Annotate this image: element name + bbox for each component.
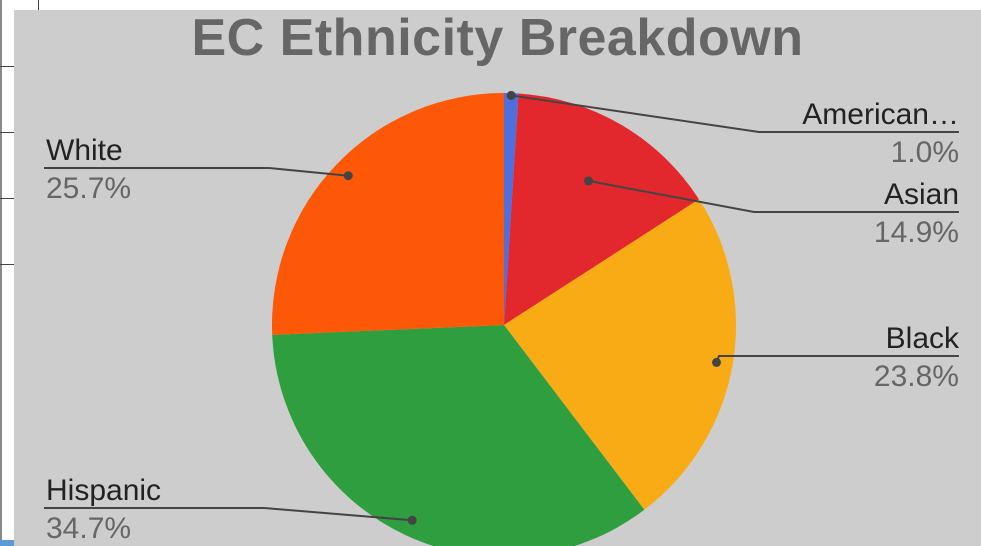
pie-slice-american [504,93,519,325]
frame-line-top [38,0,39,10]
pie-chart: American… 1.0% Asian 14.9% Black 23.8% Hispani… [44,90,960,546]
leader-line-white [44,167,349,177]
slice-label-hispanic: Hispanic [46,474,161,507]
leader-lines [44,90,959,525]
frame-line-4 [0,264,14,265]
leader-line-asian [588,179,959,213]
slice-label-american: American… [802,98,959,131]
frame-line-3 [0,198,14,199]
leader-line-american [511,94,959,133]
leader-line-hispanic [44,507,413,522]
frame-line-2 [0,132,14,133]
pie-slice-asian [504,93,699,326]
leader-dot-white [343,171,353,181]
slice-value-black: 23.8% [874,360,959,393]
slice-labels: American… 1.0% Asian 14.9% Black 23.8% Hispani… [46,98,960,545]
slice-value-asian: 14.9% [874,216,959,249]
slice-value-hispanic: 34.7% [46,512,131,545]
leader-dot-asian [584,176,593,186]
pie-slice-black [504,199,736,510]
chart-title: EC Ethnicity Breakdown [191,10,804,67]
pie-slice-white [272,93,504,335]
bottom-accent [0,540,14,546]
leader-dot-black [712,357,721,367]
frame-line-left [0,0,2,546]
pie-slice-hispanic [272,325,645,546]
slice-value-american: 1.0% [891,136,959,169]
pie-slices [272,93,736,546]
slice-value-white: 25.7% [46,172,131,205]
slice-label-white: White [46,134,123,167]
slice-label-asian: Asian [884,178,959,211]
slice-label-black: Black [886,322,960,355]
leader-dot-hispanic [407,515,417,525]
frame-line-1 [0,66,14,67]
leader-dot-american [506,90,516,100]
chart-card: EC Ethnicity Breakdown American… 1.0% Asia… [14,10,981,546]
